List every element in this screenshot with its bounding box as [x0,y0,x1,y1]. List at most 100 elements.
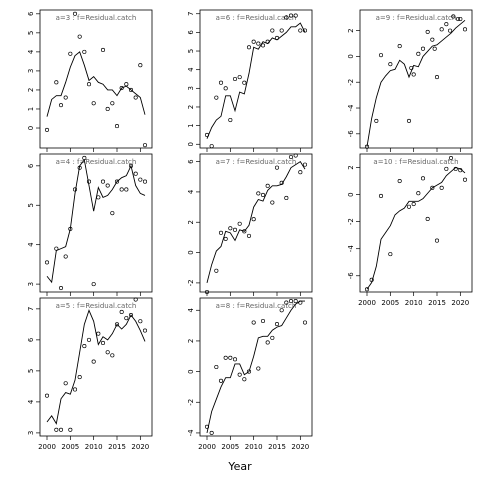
data-point [204,132,210,137]
y-tick-label: 7 [27,307,35,311]
data-point [72,11,78,16]
data-point [44,393,50,398]
data-point [82,344,87,349]
y-tick-label: 3 [187,86,195,90]
data-point [279,308,284,313]
y-tick-label: 1 [187,123,195,127]
data-point [448,28,453,33]
fit-line [366,19,466,147]
data-point [246,233,252,238]
panel-frame [359,9,473,149]
data-point [293,13,298,18]
data-point [82,49,87,54]
panel-frame [39,153,153,293]
panel-2: a=4 : f=Residual.catch 3 4 5 6 [27,153,153,296]
data-point [265,340,270,345]
data-point [369,277,374,282]
data-point [228,226,233,231]
data-point [228,355,233,360]
data-point [462,27,468,32]
panel-title: a=5 : f=Residual.catch [56,302,137,310]
data-point [270,28,275,33]
data-point [246,369,252,374]
data-point [105,183,110,188]
data-point [63,381,68,386]
data-point [204,424,210,429]
data-point [265,39,270,44]
y-tick-label: 2 [187,339,195,343]
data-point [251,320,256,325]
data-point [378,193,384,198]
data-point [86,179,92,184]
y-tick-label: -2 [187,279,195,286]
x-tick-label: 2000 [198,443,216,451]
data-point [77,165,82,170]
y-tick-label: -4 [347,104,355,112]
fit-line [206,160,306,284]
data-point [430,185,435,190]
y-tick-label: 5 [27,31,35,35]
y-tick-label: 5 [27,369,35,373]
data-point [110,101,115,106]
fit-line [46,51,146,117]
data-point [284,195,289,201]
data-point [223,236,228,241]
panel-1: a=3 : f=Residual.catch 0 1 2 3 4 5 6 [27,9,153,152]
data-point [124,82,129,87]
data-point [251,39,256,44]
panel-title: a=6 : f=Residual.catch [216,14,297,22]
panel-frame [39,297,153,437]
data-point [270,335,275,340]
data-point [455,16,461,22]
data-point [142,143,148,148]
data-point [72,187,78,192]
data-point [100,47,106,53]
panel-5: a=7 : f=Residual.catch -2 0 2 4 6 [187,153,313,296]
x-tick-label: 2000 [38,443,56,451]
data-point [298,170,303,175]
y-tick-label: 0 [187,369,195,373]
panel-8: a=10 : f=Residual.catch -6 -4 -2 0 2 2000 2005 2… [347,153,473,307]
data-point [105,350,110,355]
data-point [242,80,247,85]
y-tick-label: 4 [27,49,35,54]
data-point [406,118,412,123]
y-tick-label: 4 [187,67,195,72]
data-point [82,155,87,160]
data-point [128,163,134,168]
panel-title: a=10 : f=Residual.catch [373,158,458,166]
data-point [246,45,252,50]
data-point [439,185,444,190]
fit-line [206,300,305,434]
data-point [133,297,138,302]
data-point [430,37,435,42]
fit-line [46,158,146,284]
panel-frame [359,153,473,293]
y-tick-label: 6 [187,159,195,164]
panel-7: a=9 : f=Residual.catch -6 -4 -2 0 2 [347,9,473,152]
data-point [453,166,458,171]
data-point [72,387,78,392]
data-point [298,300,303,305]
data-point [279,28,284,33]
data-point [265,183,270,188]
panel-frame [199,9,313,149]
x-tick-label: 2005 [61,443,79,451]
data-point [232,227,238,232]
data-point [124,187,129,192]
data-point [68,226,73,231]
x-tick-label: 2005 [381,299,399,307]
data-point [142,328,148,333]
data-point [256,366,261,371]
x-axis-label: Year [227,460,252,473]
panel-frame [39,9,153,149]
data-point [270,200,275,205]
panel-6: a=8 : f=Residual.catch -4 -2 0 2 4 2000 2005 201… [187,297,313,451]
y-tick-label: 2 [27,88,35,92]
data-point [242,377,247,382]
data-point [44,260,50,265]
panel-title: a=3 : f=Residual.catch [56,14,137,22]
data-point [388,252,393,257]
y-tick-label: 4 [27,242,35,247]
